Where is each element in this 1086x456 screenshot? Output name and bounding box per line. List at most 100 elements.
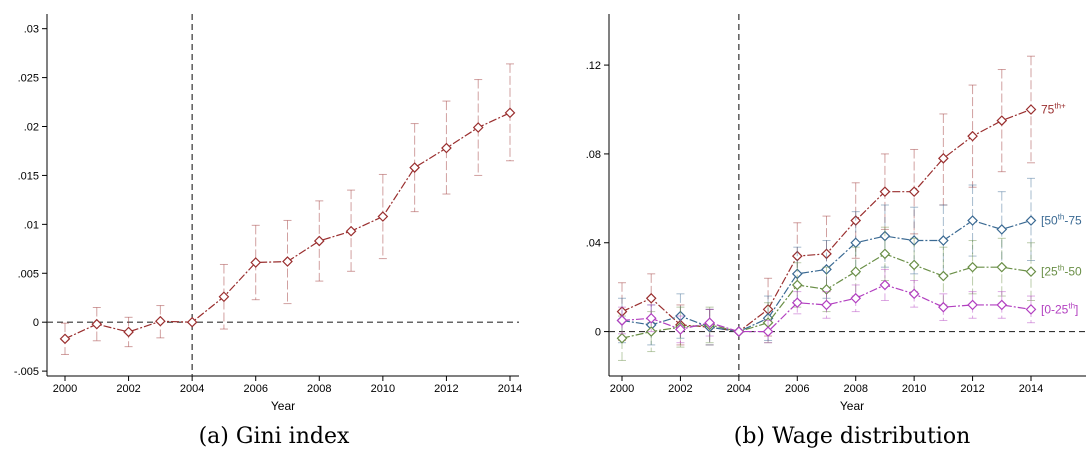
data-point: [791, 250, 803, 262]
x-tick-label: 2000: [53, 383, 77, 395]
data-point: [282, 256, 293, 267]
series-2: [25th-50: [616, 226, 1082, 361]
data-point: [791, 297, 803, 309]
x-tick-label: 2008: [843, 383, 867, 395]
y-tick-label: .02: [24, 122, 39, 134]
data-point: [821, 248, 832, 260]
x-axis-title: Year: [271, 399, 295, 413]
data-point: [218, 291, 230, 303]
y-tick-label: .005: [18, 268, 39, 280]
data-point: [313, 235, 325, 247]
data-point: [821, 264, 832, 275]
x-tick-label: 2012: [960, 383, 984, 395]
data-point: [472, 122, 484, 133]
data-point: [1025, 215, 1037, 226]
series-label: [25th-50: [1041, 264, 1082, 279]
data-point: [733, 326, 745, 337]
data-point: [996, 299, 1008, 311]
data-point: [879, 248, 891, 260]
data-point: [850, 215, 862, 226]
x-tick-label: 2010: [371, 383, 395, 395]
x-tick-label: 2004: [727, 383, 751, 395]
data-point: [996, 261, 1008, 273]
data-point: [675, 324, 686, 335]
data-point: [616, 315, 628, 326]
data-point: [996, 224, 1008, 235]
x-tick-label: 2014: [1019, 383, 1043, 395]
data-point: [850, 237, 862, 249]
y-tick-label: 0: [595, 327, 601, 339]
data-point: [908, 288, 920, 300]
data-point: [123, 326, 134, 338]
panel-wage-distribution: 0 .04 .08 .12 2000 2002 2004 2006 2008 2010 2012 20…: [586, 14, 1086, 413]
data-point: [850, 292, 862, 304]
data-point: [616, 332, 628, 344]
y-tick-label: .025: [18, 73, 39, 85]
x-tick-label: 2014: [498, 383, 522, 395]
caption-wage-distribution: (b) Wage distribution: [734, 424, 971, 449]
x-axis-title: Year: [840, 399, 864, 413]
data-point: [938, 270, 949, 282]
data-point: [186, 316, 198, 328]
data-point: [938, 301, 949, 313]
data-point: [850, 266, 862, 277]
series-1: [50th-75: [616, 177, 1082, 346]
data-point: [821, 284, 832, 295]
y-tick-label: 0: [33, 317, 39, 329]
caption-gini-index: (a) Gini index: [199, 424, 350, 449]
y-tick-label: .01: [24, 219, 39, 231]
data-point: [155, 315, 166, 327]
data-point: [967, 299, 978, 311]
data-point: [377, 211, 389, 222]
data-point: [938, 153, 949, 164]
x-tick-label: 2008: [307, 383, 331, 395]
x-tick-label: 2000: [610, 383, 634, 395]
data-point: [967, 261, 978, 273]
panel-gini-index: -.005 0 .005 .01 .015 .02 .025 .03 2000 2002 2004 2…: [14, 14, 522, 413]
data-point: [91, 318, 103, 330]
y-tick-label: .12: [586, 60, 601, 72]
series-label: 75th+: [1041, 101, 1066, 116]
data-point: [1025, 304, 1037, 315]
data-point: [59, 333, 71, 345]
data-point: [675, 310, 686, 322]
x-tick-label: 2006: [243, 383, 267, 395]
data-point: [821, 299, 832, 311]
y-tick-label: .04: [586, 238, 601, 250]
data-point: [879, 186, 891, 198]
x-tick-label: 2010: [902, 383, 926, 395]
data-point: [645, 326, 657, 337]
y-tick-label: -.005: [14, 366, 39, 378]
data-point: [645, 292, 657, 304]
y-tick-label: .015: [18, 170, 39, 182]
data-point: [879, 279, 891, 291]
data-point: [441, 142, 452, 154]
x-tick-label: 2002: [116, 383, 140, 395]
series-label: [0-25th]: [1041, 301, 1078, 316]
series-0: [59, 63, 516, 355]
data-point: [967, 130, 978, 142]
series-0: 75th+: [616, 55, 1066, 346]
data-point: [762, 326, 774, 337]
data-point: [879, 230, 891, 242]
data-point: [409, 162, 420, 173]
y-tick-label: .03: [24, 24, 39, 36]
data-point: [345, 225, 357, 237]
data-point: [704, 317, 715, 329]
data-point: [996, 115, 1008, 126]
series-label: [50th-75: [1041, 213, 1082, 228]
y-tick-label: .08: [586, 149, 601, 161]
series-3: [0-25th]: [616, 268, 1078, 344]
data-point: [908, 186, 920, 198]
data-point: [645, 312, 657, 324]
data-point: [938, 235, 949, 246]
data-point: [1025, 104, 1037, 115]
data-point: [908, 259, 920, 271]
data-point: [504, 107, 516, 119]
data-point: [791, 279, 803, 291]
x-tick-label: 2006: [785, 383, 809, 395]
data-point: [967, 215, 978, 226]
data-point: [1025, 266, 1037, 277]
data-point: [791, 268, 803, 280]
